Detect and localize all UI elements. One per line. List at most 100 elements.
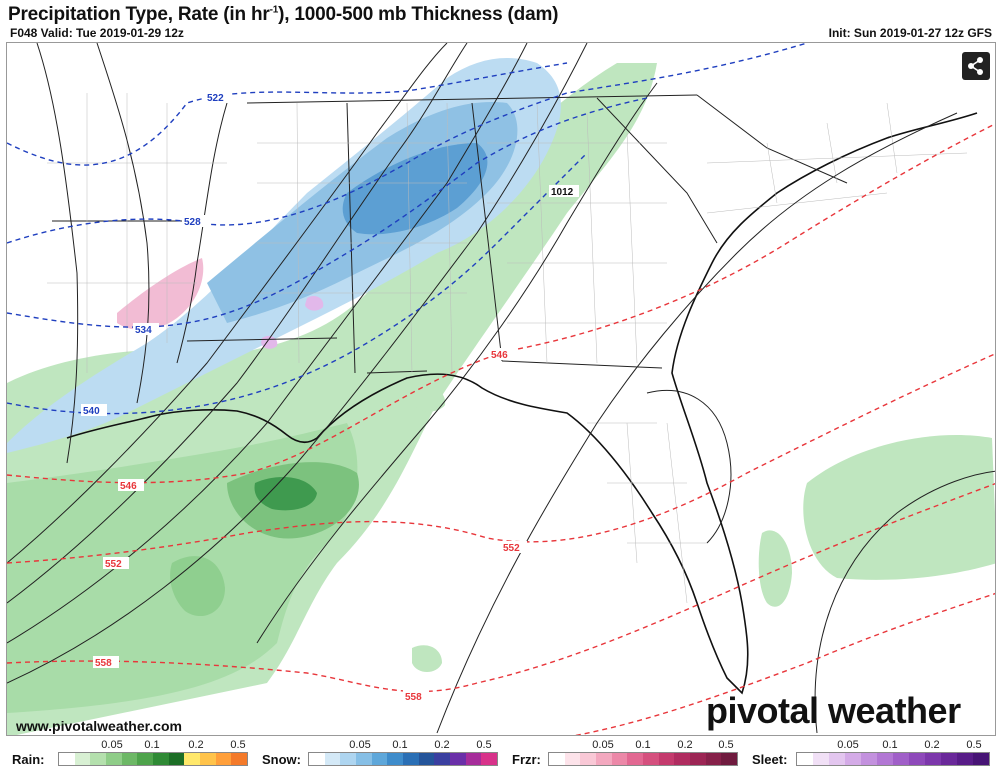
- state-line-ga-sc: [596, 97, 718, 244]
- legend-rain-swatch: [153, 753, 169, 765]
- state-line-ms-al: [346, 102, 356, 374]
- title-tail: ), 1000-500 mb Thickness (dam): [278, 4, 559, 25]
- label-546-west: 546: [120, 481, 137, 492]
- legend-frzr-swatch: [705, 753, 722, 765]
- legend-frzr-tick: 0.05: [592, 739, 614, 751]
- legend-sleet-swatch: [845, 753, 861, 765]
- legend-frzr-bar: [548, 752, 738, 766]
- legend-frzr-tick: 0.5: [718, 739, 734, 751]
- legend-sleet-swatch: [861, 753, 877, 765]
- legend-rain-tick: 0.2: [188, 739, 204, 751]
- isobars: [7, 43, 995, 734]
- legend-frzr-swatch: [611, 753, 628, 765]
- legend-rain-label: Rain:: [12, 752, 45, 767]
- legend-frzr-tick: 0.1: [635, 739, 651, 751]
- legend-snow-bar: [308, 752, 498, 766]
- legend-snow-swatch: [481, 753, 498, 765]
- legend-rain-tick: 0.05: [101, 739, 123, 751]
- thickness-546: [7, 123, 995, 484]
- thickness-warm: [7, 123, 995, 735]
- thickness-558: [7, 483, 995, 693]
- legend-sleet-swatch: [829, 753, 845, 765]
- legend-frzr-swatch: [721, 753, 738, 765]
- legend-sleet-tick: 0.1: [882, 739, 898, 751]
- legend-snow-swatch: [340, 753, 357, 765]
- share-icon: [968, 57, 983, 75]
- legend-rain-swatch: [59, 753, 75, 765]
- state-boundaries: [52, 94, 848, 374]
- label-540: 540: [83, 406, 100, 417]
- weather-map[interactable]: 522 528 534 540 546 546 552 552 558 558 …: [6, 42, 996, 736]
- legend-sleet-swatch: [973, 753, 989, 765]
- isobar-5: [256, 82, 658, 644]
- label-558-west: 558: [95, 658, 112, 669]
- share-button[interactable]: [962, 52, 990, 80]
- rain-shading: [7, 63, 995, 735]
- legend-snow-swatch: [324, 753, 341, 765]
- label-534: 534: [135, 325, 152, 336]
- legend-rain-swatch: [137, 753, 154, 765]
- legend-frzr-swatch: [643, 753, 659, 765]
- label-552-east: 552: [503, 543, 520, 554]
- isobar-4: [7, 43, 588, 684]
- isobar-2: [7, 43, 448, 564]
- legend-frzr-swatch: [564, 753, 581, 765]
- thickness-534: [7, 97, 648, 328]
- site-url[interactable]: www.pivotalweather.com: [16, 718, 182, 734]
- label-522: 522: [207, 93, 224, 104]
- legend-sleet-swatch: [813, 753, 829, 765]
- map-header: Precipitation Type, Rate (in hr-1), 1000…: [0, 0, 1004, 42]
- legend-rain-swatch: [184, 753, 201, 765]
- rain-area-atlantic: [803, 435, 995, 580]
- legend-sleet-tick: 0.2: [924, 739, 940, 751]
- legend-rain-bar: [58, 752, 248, 766]
- rain-band-atlantic: [758, 530, 792, 607]
- state-line-la-ms: [186, 337, 338, 342]
- legend-rain-swatch: [200, 753, 216, 765]
- snow-shading: [7, 58, 561, 453]
- legend-frzr-tick: 0.2: [677, 739, 693, 751]
- title-superscript: -1: [269, 4, 279, 16]
- legend-sleet-swatch: [925, 753, 941, 765]
- init-time: Init: Sun 2019-01-27 12z GFS: [828, 26, 992, 40]
- legend-rain-tick: 0.1: [144, 739, 160, 751]
- legend-snow-tick: 0.05: [349, 739, 371, 751]
- legend-sleet-tick: 0.5: [966, 739, 982, 751]
- legend-sleet-swatch: [877, 753, 893, 765]
- legend-sleet-label: Sleet:: [752, 752, 788, 767]
- thickness-528: [7, 43, 808, 244]
- legend-sleet-swatch: [909, 753, 925, 765]
- map-title: Precipitation Type, Rate (in hr-1), 1000…: [8, 4, 558, 26]
- legend-sleet-swatch: [797, 753, 813, 765]
- legend-rain-tick: 0.5: [230, 739, 246, 751]
- thickness-540: [7, 152, 588, 415]
- legend-rain-swatch: [121, 753, 138, 765]
- brand-logo: pivotal weather: [706, 690, 961, 731]
- isobar-west-1: [36, 43, 79, 464]
- sleet-patch-1: [305, 296, 324, 311]
- legend-snow-swatch: [434, 753, 451, 765]
- snow-core: [342, 143, 488, 235]
- legend-snow-swatch: [403, 753, 419, 765]
- legend-sleet-bar: [796, 752, 990, 766]
- title-main: Precipitation Type, Rate (in hr: [8, 4, 270, 25]
- legend-rain-swatch: [90, 753, 107, 765]
- rain-core-heavy: [254, 477, 317, 511]
- legend-sleet-swatch: [957, 753, 973, 765]
- legend-snow-tick: 0.5: [476, 739, 492, 751]
- legend-frzr-swatch: [596, 753, 612, 765]
- frzr-area: [117, 258, 204, 330]
- state-line-al-ga: [471, 102, 503, 362]
- state-line-tennessee-north: [246, 94, 698, 104]
- legend-rain-swatch: [106, 753, 122, 765]
- legend-snow-swatch: [356, 753, 372, 765]
- state-line-nc-sc: [696, 94, 848, 184]
- label-546-east: 546: [491, 350, 508, 361]
- legend-sleet-swatch: [893, 753, 909, 765]
- legend-rain-swatch: [168, 753, 185, 765]
- isobar-6: [436, 112, 958, 734]
- legend-snow-tick: 0.1: [392, 739, 408, 751]
- state-line-ga-fl: [501, 360, 663, 369]
- legend-frzr-swatch: [549, 753, 565, 765]
- thickness-558-south: [573, 592, 995, 735]
